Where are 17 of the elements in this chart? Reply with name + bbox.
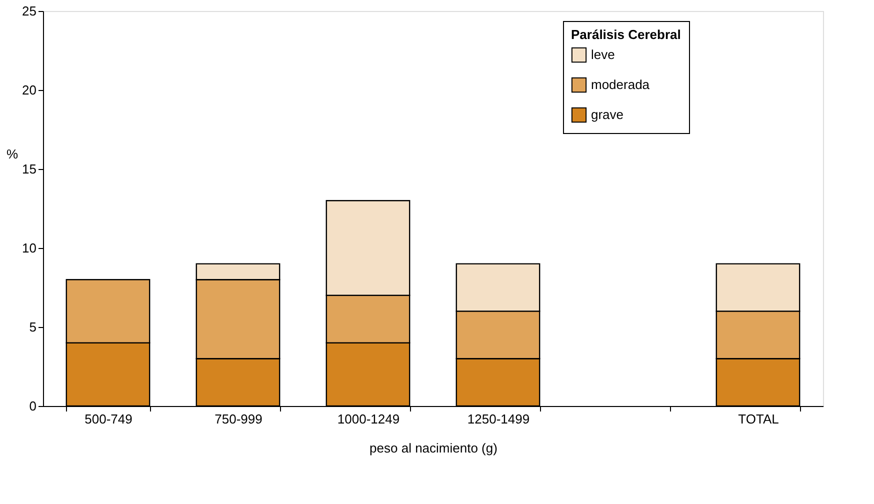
legend-label: grave — [591, 107, 624, 122]
x-tick-label: 1250-1499 — [467, 412, 530, 426]
y-tick-label: 15 — [22, 162, 36, 176]
x-tick-label: 1000-1249 — [337, 412, 400, 426]
x-tick-label: TOTAL — [738, 412, 779, 426]
y-tick-label: 10 — [22, 240, 36, 256]
y-tick-label: 0 — [29, 398, 36, 414]
legend-label: moderada — [591, 77, 650, 92]
y-tick-label: 25 — [22, 4, 36, 18]
x-tick-label: 750-999 — [214, 412, 262, 426]
x-tick-label: 500-749 — [84, 412, 132, 426]
legend-title: Parálisis Cerebral — [571, 27, 681, 42]
x-axis-title: peso al nacimiento (g) — [370, 440, 498, 456]
y-tick-label: 5 — [29, 320, 36, 334]
y-tick-label: 20 — [22, 82, 36, 98]
y-axis-title: % — [6, 146, 18, 162]
legend-label: leve — [591, 47, 615, 62]
